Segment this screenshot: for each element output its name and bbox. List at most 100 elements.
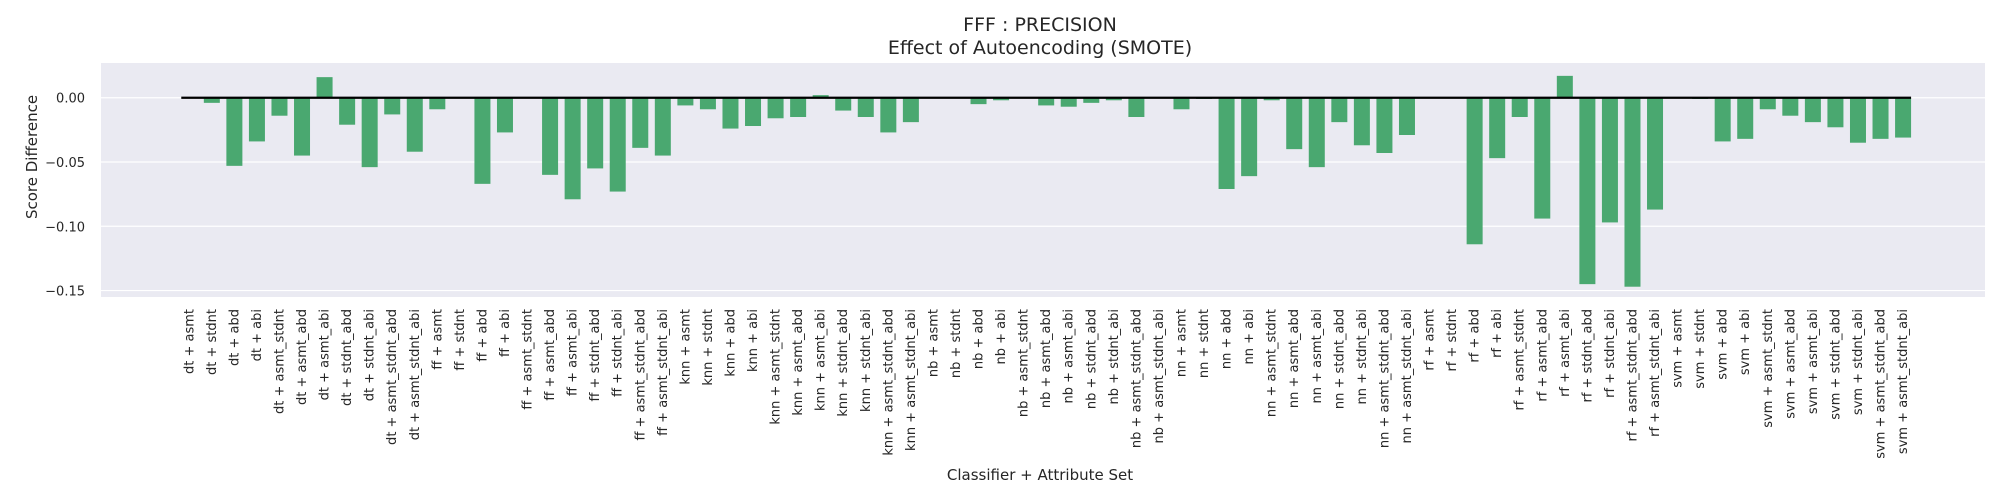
bar xyxy=(1624,97,1641,287)
bar xyxy=(226,97,243,166)
bar xyxy=(1353,97,1370,146)
x-tick-label: dt + asmt_stdnt xyxy=(272,309,287,414)
x-tick-label: nb + abi xyxy=(994,309,1009,364)
x-tick-label: knn + abi xyxy=(746,309,761,372)
x-tick-label: ff + asmt_abi xyxy=(566,309,581,396)
bar xyxy=(857,97,874,117)
bar xyxy=(406,97,423,152)
x-tick-label: svm + asmt_stdnt_abi xyxy=(1896,309,1911,454)
x-tick-label: rf + asmt xyxy=(1423,309,1438,371)
x-tick-label: nn + stdnt xyxy=(1197,309,1212,378)
bar xyxy=(564,97,581,200)
x-tick-label: ff + asmt xyxy=(430,309,445,370)
bar xyxy=(1105,97,1122,101)
bar xyxy=(1331,97,1348,123)
bar xyxy=(361,97,378,168)
x-tick-label: dt + asmt_stdnt_abi xyxy=(408,309,423,440)
bar xyxy=(902,97,919,123)
x-tick-label: ff + stdnt xyxy=(453,309,468,371)
x-tick-label: nn + asmt_abi xyxy=(1310,309,1325,403)
x-tick-label: dt + asmt_abi xyxy=(318,309,333,400)
bar xyxy=(1173,97,1190,110)
bar xyxy=(1895,97,1912,138)
x-tick-label: svm + asmt_stdnt_abd xyxy=(1874,309,1889,459)
x-tick-label: knn + stdnt_abd xyxy=(836,309,851,417)
x-tick-label: nb + asmt_stdnt_abi xyxy=(1152,309,1167,443)
bar xyxy=(1579,97,1596,285)
bar xyxy=(1128,97,1145,117)
x-tick-label: nb + asmt xyxy=(926,309,941,377)
x-tick-label: rf + stdnt_abd xyxy=(1580,309,1595,403)
x-tick-label: nb + abd xyxy=(972,309,987,369)
bar xyxy=(1308,97,1325,168)
x-tick-label: nb + stdnt_abi xyxy=(1107,309,1122,404)
x-tick-label: nn + asmt xyxy=(1174,309,1189,377)
bar xyxy=(1511,97,1528,117)
x-tick-label: rf + stdnt xyxy=(1445,309,1460,372)
bar xyxy=(1759,97,1776,110)
x-tick-label: ff + abi xyxy=(498,309,513,357)
bar xyxy=(767,97,784,119)
x-tick-label: dt + asmt_abd xyxy=(295,309,310,405)
chart-subtitle: Effect of Autoencoding (SMOTE) xyxy=(888,37,1192,59)
bar xyxy=(248,97,265,142)
x-tick-label: svm + abi xyxy=(1738,309,1753,375)
x-tick-label: knn + stdnt xyxy=(701,309,716,386)
x-tick-label: nn + stdnt_abd xyxy=(1332,309,1347,409)
bar xyxy=(1263,97,1280,101)
x-tick-label: svm + stdnt xyxy=(1693,309,1708,389)
x-tick-label: ff + asmt_stdnt_abd xyxy=(633,309,648,441)
bar xyxy=(677,97,694,106)
x-tick-label: svm + asmt_abd xyxy=(1783,309,1798,419)
bar xyxy=(790,97,807,117)
bar xyxy=(632,97,649,148)
x-tick-label: nn + asmt_stdnt_abd xyxy=(1377,309,1392,448)
bar xyxy=(1218,97,1235,189)
x-tick-label: rf + asmt_abd xyxy=(1535,309,1550,402)
x-tick-label: knn + asmt xyxy=(678,309,693,385)
x-tick-label: ff + asmt_stdnt_abi xyxy=(656,309,671,436)
bar xyxy=(835,97,852,111)
bar xyxy=(271,97,288,116)
x-axis-label: Classifier + Attribute Set xyxy=(947,466,1133,484)
x-tick-label: dt + asmt_stdnt_abd xyxy=(385,309,400,445)
bar xyxy=(1782,97,1799,116)
x-tick-label: dt + stdnt_abi xyxy=(363,309,378,401)
x-tick-label: dt + abi xyxy=(250,309,265,361)
bar xyxy=(699,97,716,110)
bar xyxy=(1241,97,1258,177)
bar xyxy=(609,97,626,192)
x-tick-label: rf + asmt_stdnt_abd xyxy=(1625,309,1640,442)
x-axis-ticks: dt + asmt dt + stdnt dt + abd dt + abi dt + … xyxy=(182,309,1911,459)
bar xyxy=(1849,97,1866,143)
x-tick-label: knn + asmt_abd xyxy=(791,309,806,416)
bar xyxy=(429,97,446,110)
bar xyxy=(1827,97,1844,128)
bar xyxy=(1398,97,1415,135)
bar xyxy=(654,97,671,156)
bar xyxy=(1038,97,1055,106)
x-tick-label: nb + asmt_stdnt xyxy=(1017,309,1032,417)
bar xyxy=(745,97,762,126)
y-tick-label: −0.05 xyxy=(45,156,85,171)
bar xyxy=(316,77,333,98)
bar xyxy=(587,97,604,169)
x-tick-label: ff + asmt_stdnt xyxy=(521,309,536,410)
x-tick-label: svm + stdnt_abd xyxy=(1828,309,1843,420)
x-tick-label: ff + abd xyxy=(475,309,490,362)
bar xyxy=(496,97,513,133)
bar xyxy=(339,97,356,125)
bar xyxy=(1714,97,1731,142)
chart-title: FFF : PRECISION xyxy=(963,14,1117,36)
x-tick-label: nb + asmt_stdnt_abd xyxy=(1129,309,1144,448)
x-tick-label: ff + asmt_abd xyxy=(543,309,558,401)
x-tick-label: nb + stdnt_abd xyxy=(1084,309,1099,409)
x-tick-label: knn + asmt_stdnt_abi xyxy=(904,309,919,451)
x-tick-label: nn + asmt_stdnt_abi xyxy=(1400,309,1415,443)
bar xyxy=(294,97,311,156)
x-tick-label: rf + asmt_abi xyxy=(1558,309,1573,397)
x-tick-label: dt + stdnt_abd xyxy=(340,309,355,406)
x-tick-label: ff + stdnt_abi xyxy=(611,309,626,397)
